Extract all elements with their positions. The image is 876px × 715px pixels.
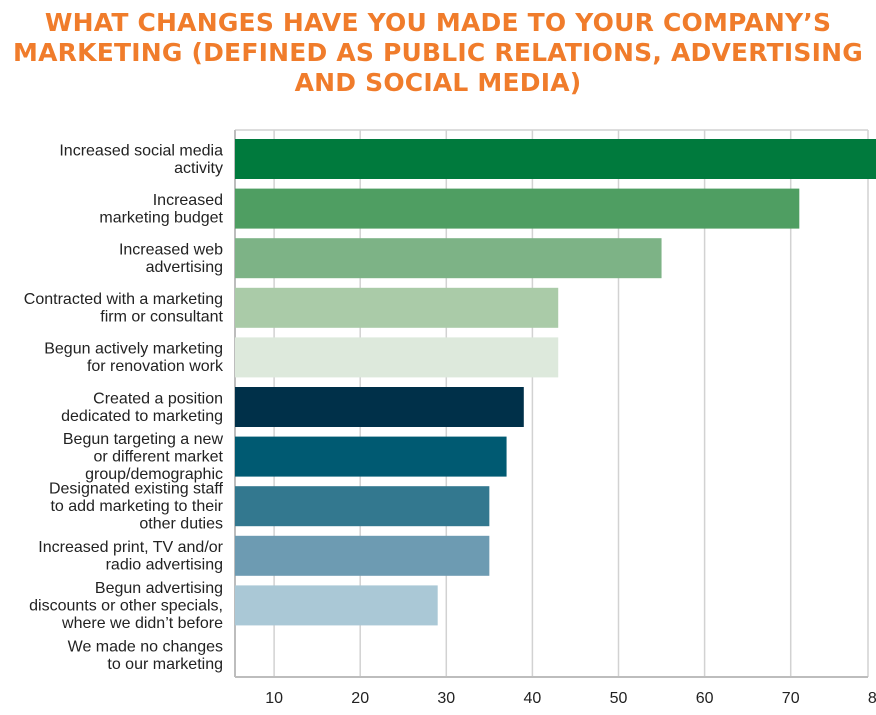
category-label: Increased marketing budget [99,192,223,227]
x-tick-label: 40 [524,690,542,707]
category-label: Begun targeting a new or different market… [63,431,224,483]
category-label: Increased social media activity [59,142,223,177]
x-tick-label: 10 [265,690,283,707]
x-tick-label: 50 [610,690,628,707]
bar [235,287,559,328]
x-tick-label: 80 [868,690,876,707]
title-line: WHAT CHANGES HAVE YOU MADE TO YOUR COMPA… [44,8,832,37]
category-label: Begun actively marketing for renovation w… [44,341,224,376]
bar [235,486,490,527]
bar [235,387,524,427]
category-label: We made no changes to our marketing [68,638,223,673]
bar [235,188,800,229]
category-label: Increased print, TV and/or radio advertis… [38,539,223,574]
x-tick-label: 20 [351,690,369,707]
bar [235,337,559,378]
x-tick-label: 60 [696,690,714,707]
x-tick-label: 70 [782,690,800,707]
bar [235,238,662,279]
x-tick-label: 30 [437,690,455,707]
title-line: MARKETING (DEFINED AS PUBLIC RELATIONS, … [13,38,863,67]
bar [235,585,438,626]
title-line: AND SOCIAL MEDIA) [294,68,582,97]
chart-title: WHAT CHANGES HAVE YOU MADE TO YOUR COMPA… [0,8,876,98]
category-label: Created a position dedicated to marketing [61,390,223,425]
category-label: Begun advertising discounts or other spec… [29,580,223,632]
bar [235,535,490,576]
bar [235,139,876,179]
category-label: Contracted with a marketing firm or consu… [24,291,224,326]
bar [235,436,507,477]
category-label: Designated existing staff to add marketin… [49,481,224,533]
category-label: Increased web advertising [119,241,223,276]
